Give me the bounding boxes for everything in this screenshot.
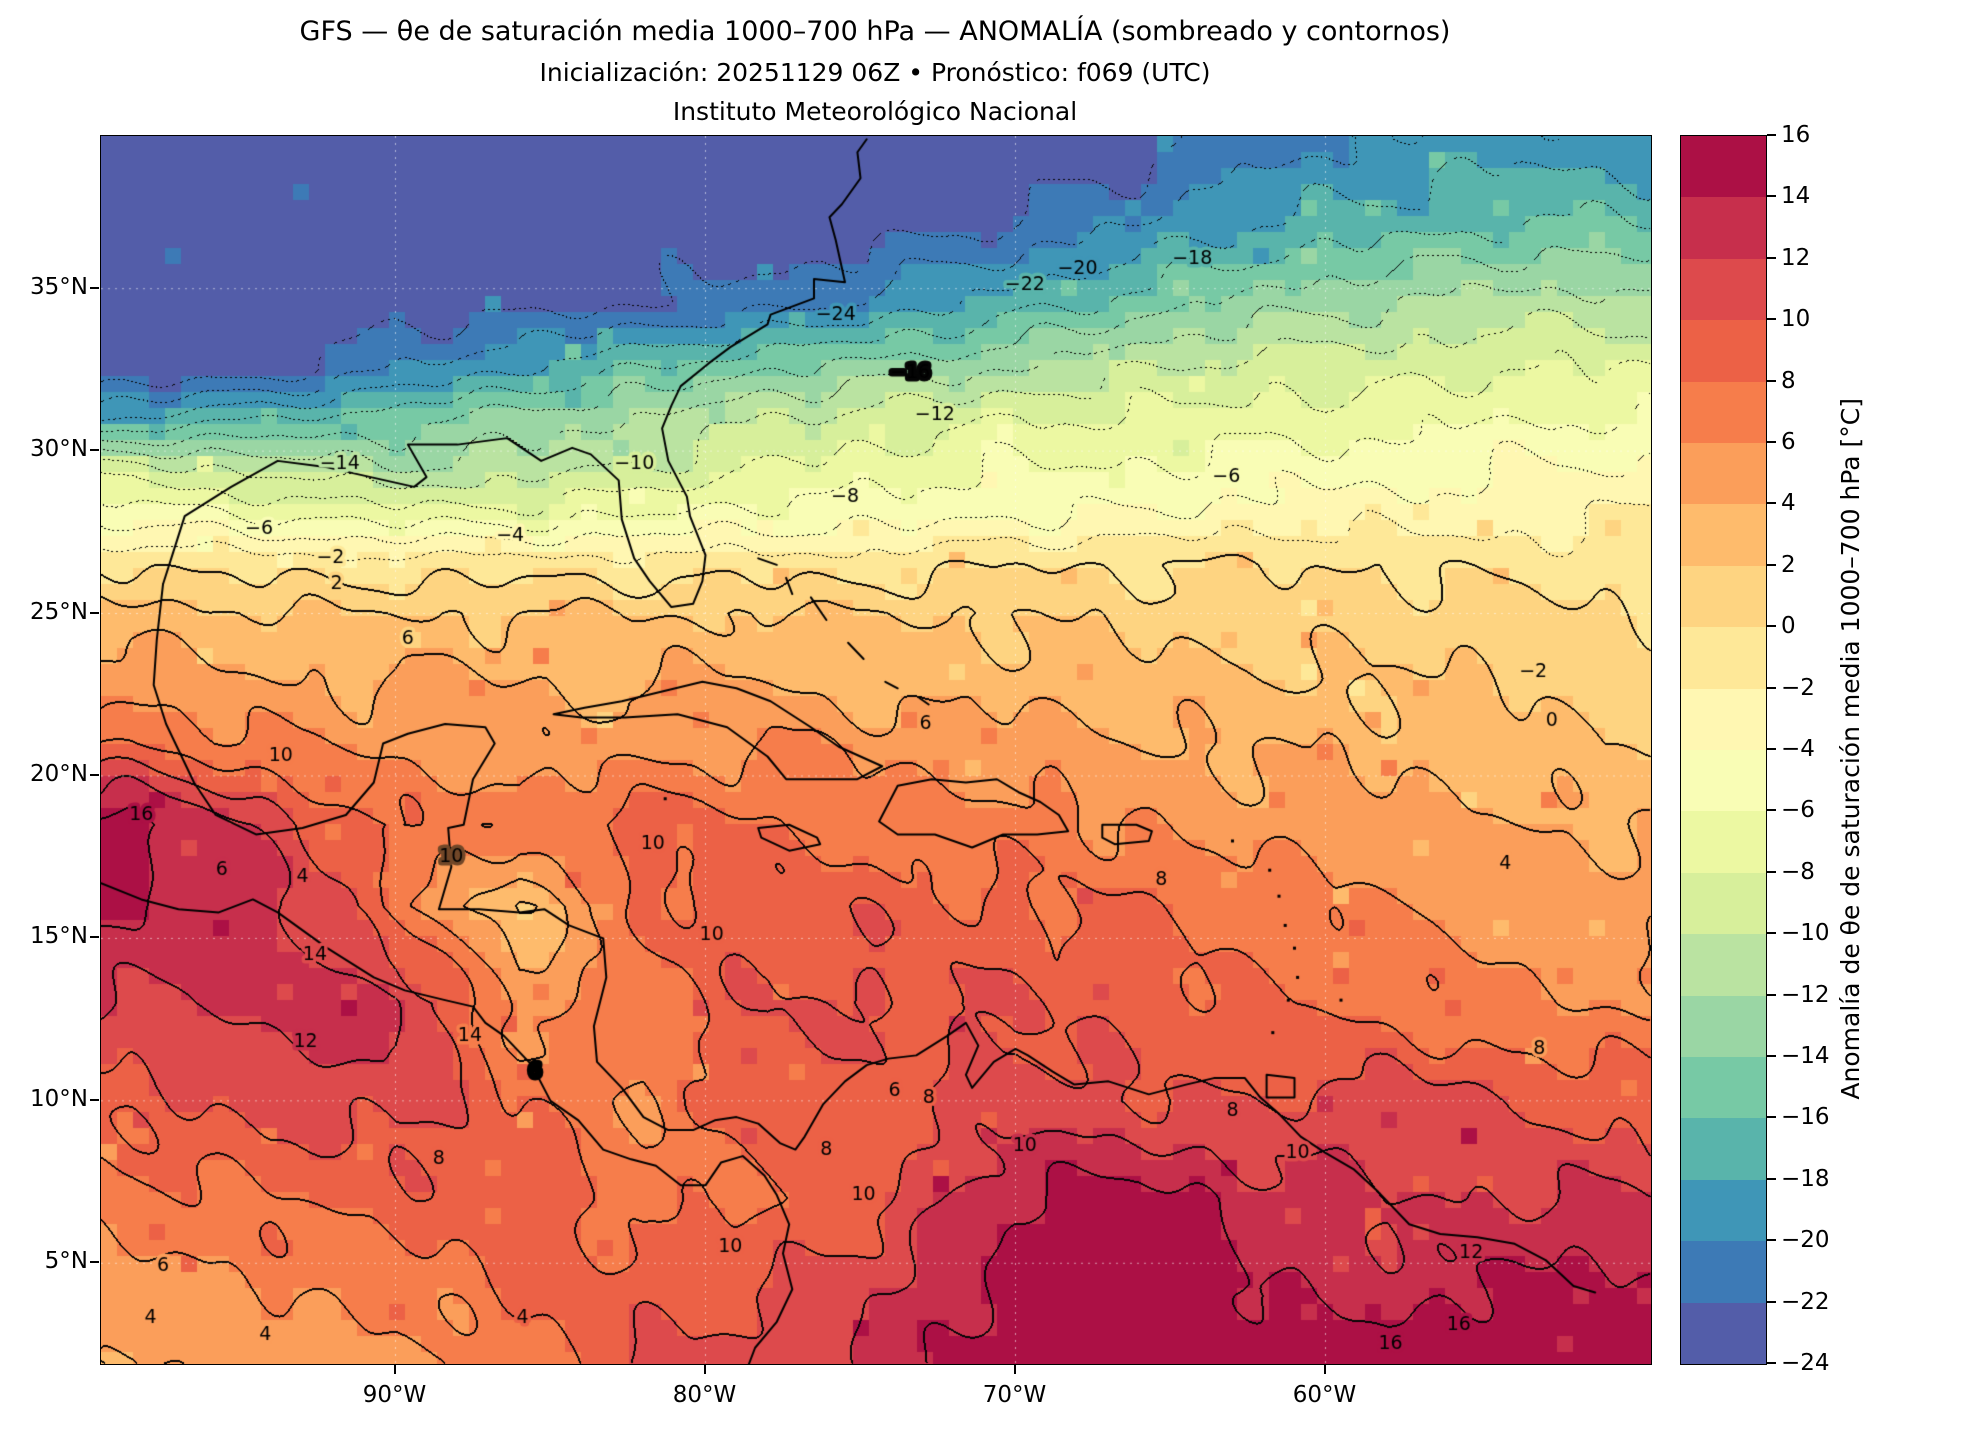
colorbar-tick-label: 0	[1781, 613, 1796, 640]
colorbar-band	[1681, 811, 1766, 874]
colorbar-label-wrap: Anomalía de θe de saturación media 1000–…	[1836, 135, 1865, 1363]
colorbar-tick-mark	[1767, 870, 1776, 873]
colorbar-tick-label: 4	[1781, 490, 1796, 517]
colorbar-tick-mark	[1767, 318, 1776, 321]
colorbar-band	[1681, 934, 1766, 997]
colorbar-tick-label: 14	[1781, 183, 1811, 210]
colorbar-tick-label: −8	[1781, 858, 1815, 885]
lon-tick-label: 70°W	[982, 1382, 1047, 1408]
colorbar-tick-mark	[1767, 195, 1776, 198]
map-plot-area	[100, 135, 1652, 1365]
lon-tick-mark	[1013, 1365, 1016, 1374]
colorbar-tick-mark	[1767, 256, 1776, 259]
colorbar-band	[1681, 627, 1766, 690]
figure-title: GFS — θe de saturación media 1000–700 hP…	[299, 16, 1451, 47]
colorbar-band	[1681, 995, 1766, 1058]
colorbar-band	[1681, 443, 1766, 505]
colorbar-tick-label: 2	[1781, 551, 1796, 578]
lat-tick-mark	[90, 286, 99, 289]
lat-tick-mark	[90, 936, 99, 939]
colorbar-band	[1681, 1179, 1766, 1242]
colorbar-tick-mark	[1767, 441, 1776, 443]
colorbar-tick-mark	[1767, 748, 1776, 750]
colorbar-tick-mark	[1767, 809, 1776, 812]
colorbar-tick-label: −20	[1781, 1227, 1830, 1254]
lat-tick-label: 5°N	[44, 1248, 88, 1275]
lat-tick-mark	[90, 611, 99, 614]
lat-tick-label: 25°N	[30, 598, 88, 625]
colorbar-band	[1681, 197, 1766, 260]
colorbar-tick-label: 10	[1781, 306, 1811, 333]
colorbar-tick-label: −4	[1781, 736, 1815, 762]
colorbar-tick-mark	[1767, 563, 1776, 566]
colorbar-label: Anomalía de θe de saturación media 1000–…	[1836, 398, 1865, 1100]
colorbar-band	[1681, 750, 1766, 812]
colorbar-tick-label: −18	[1781, 1165, 1830, 1192]
colorbar-band	[1681, 1241, 1766, 1304]
lon-tick-label: 90°W	[362, 1382, 427, 1408]
colorbar-tick-label: −2	[1781, 674, 1815, 701]
colorbar-tick-label: 16	[1781, 122, 1811, 148]
colorbar-tick-mark	[1767, 932, 1776, 935]
colorbar-tick-mark	[1767, 1239, 1776, 1242]
colorbar-tick-label: −24	[1781, 1350, 1830, 1376]
colorbar-band	[1681, 872, 1766, 935]
colorbar-tick-label: 8	[1781, 367, 1796, 394]
colorbar-tick-label: −6	[1781, 797, 1815, 824]
lon-tick-label: 80°W	[672, 1382, 737, 1408]
lat-tick-label: 20°N	[30, 760, 88, 787]
colorbar-tick-label: −14	[1781, 1043, 1830, 1069]
colorbar-band	[1681, 565, 1766, 628]
lat-tick-mark	[90, 1098, 99, 1101]
colorbar-band	[1681, 1302, 1766, 1364]
colorbar-band	[1681, 258, 1766, 321]
colorbar-band	[1681, 504, 1766, 567]
colorbar-tick-mark	[1767, 1055, 1776, 1057]
figure-subtitle-init-forecast: Inicialización: 20251129 06Z • Pronóstic…	[539, 58, 1211, 87]
colorbar-band	[1681, 1118, 1766, 1181]
lat-tick-label: 15°N	[30, 923, 88, 950]
colorbar-tick-mark	[1767, 1177, 1776, 1180]
lon-tick-mark	[393, 1365, 396, 1374]
colorbar-tick-label: 6	[1781, 429, 1796, 455]
colorbar-tick-mark	[1767, 1116, 1776, 1119]
colorbar-tick-mark	[1767, 502, 1776, 505]
lon-tick-mark	[703, 1365, 706, 1374]
colorbar-tick-mark	[1767, 993, 1776, 996]
lon-tick-mark	[1323, 1365, 1326, 1374]
lat-tick-mark	[90, 449, 99, 452]
colorbar-tick-mark	[1767, 1362, 1776, 1364]
colorbar-tick-label: 12	[1781, 244, 1811, 271]
colorbar-tick-mark	[1767, 686, 1776, 689]
contour-map-canvas	[101, 136, 1651, 1364]
lat-tick-mark	[90, 1261, 99, 1264]
lat-tick-label: 35°N	[30, 273, 88, 300]
colorbar-band	[1681, 136, 1766, 198]
figure-subtitle-institution: Instituto Meteorológico Nacional	[672, 97, 1078, 126]
lat-tick-mark	[90, 773, 99, 776]
colorbar-tick-mark	[1767, 1300, 1776, 1303]
colorbar-band	[1681, 320, 1766, 383]
colorbar-tick-mark	[1767, 625, 1776, 628]
colorbar	[1680, 135, 1767, 1365]
lat-tick-label: 30°N	[30, 436, 88, 463]
colorbar-tick-label: −16	[1781, 1104, 1830, 1131]
colorbar-tick-mark	[1767, 134, 1776, 136]
colorbar-band	[1681, 688, 1766, 751]
colorbar-tick-label: −12	[1781, 981, 1830, 1008]
lat-tick-label: 10°N	[30, 1085, 88, 1112]
lon-tick-label: 60°W	[1292, 1382, 1357, 1408]
colorbar-band	[1681, 1057, 1766, 1119]
colorbar-tick-mark	[1767, 379, 1776, 382]
colorbar-band	[1681, 381, 1766, 444]
colorbar-tick-label: −22	[1781, 1288, 1830, 1315]
colorbar-tick-label: −10	[1781, 920, 1830, 947]
